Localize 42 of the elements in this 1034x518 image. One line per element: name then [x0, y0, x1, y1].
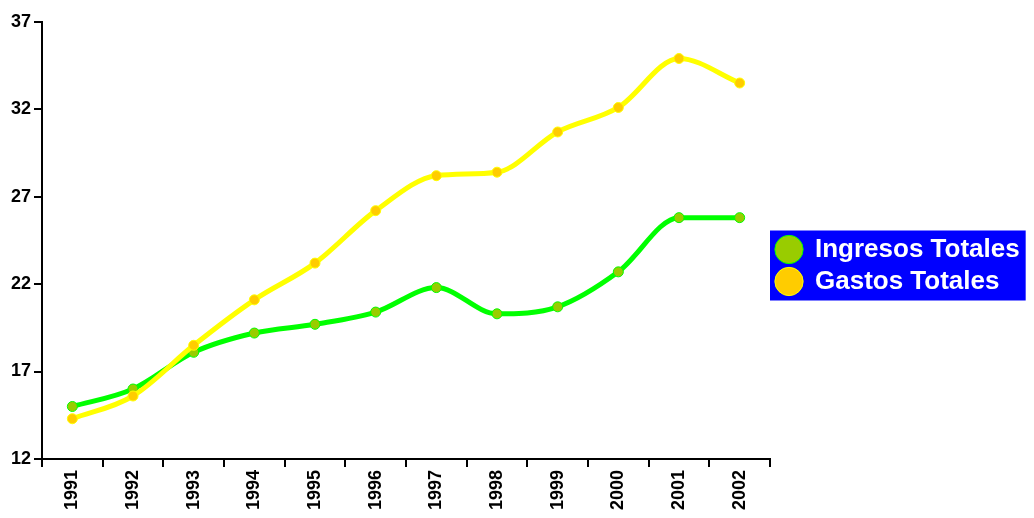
- point: [309, 257, 321, 269]
- point: [552, 301, 564, 313]
- x-tick-label: 1991: [61, 469, 82, 510]
- y-tick-label: 17: [10, 360, 32, 381]
- x-tick-label: 1997: [425, 469, 446, 510]
- x-tick-label: 2001: [667, 469, 688, 510]
- point: [66, 401, 78, 412]
- point: [612, 266, 624, 278]
- x-tick-label: 1994: [243, 469, 264, 510]
- point: [491, 166, 503, 178]
- x-tick-label: 1996: [364, 469, 385, 510]
- point: [734, 212, 746, 224]
- x-tick-label: 2002: [728, 469, 749, 510]
- point: [612, 101, 624, 113]
- point: [188, 339, 200, 351]
- point: [66, 413, 78, 425]
- legend-label: Ingresos Totales: [815, 232, 1020, 263]
- point: [127, 390, 139, 402]
- point: [673, 53, 685, 65]
- point: [552, 126, 564, 138]
- point: [430, 282, 442, 294]
- y-tick-label: 12: [10, 447, 32, 468]
- x-tick-label: 1998: [485, 469, 506, 510]
- y-tick-label: 37: [10, 10, 32, 31]
- point: [370, 306, 382, 318]
- x-tick-label: 1992: [121, 469, 142, 510]
- legend-label: Gastos Totales: [815, 264, 1000, 295]
- x-tick-label: 1999: [546, 469, 567, 510]
- point: [248, 294, 260, 306]
- point: [673, 212, 685, 224]
- y-tick-label: 32: [10, 98, 32, 119]
- x-tick-label: 1995: [303, 469, 324, 510]
- x-tick-label: 2000: [607, 469, 628, 510]
- point: [370, 205, 382, 217]
- point: [430, 170, 442, 182]
- x-tick-label: 1993: [182, 469, 203, 510]
- point: [248, 327, 260, 339]
- point: [734, 77, 746, 89]
- point: [491, 308, 503, 320]
- y-tick-label: 27: [10, 185, 32, 206]
- point: [309, 318, 321, 330]
- y-tick-label: 22: [10, 273, 32, 294]
